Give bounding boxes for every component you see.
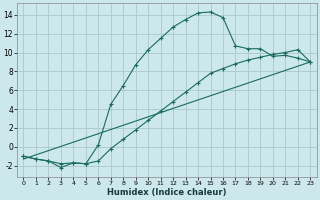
- X-axis label: Humidex (Indice chaleur): Humidex (Indice chaleur): [107, 188, 227, 197]
